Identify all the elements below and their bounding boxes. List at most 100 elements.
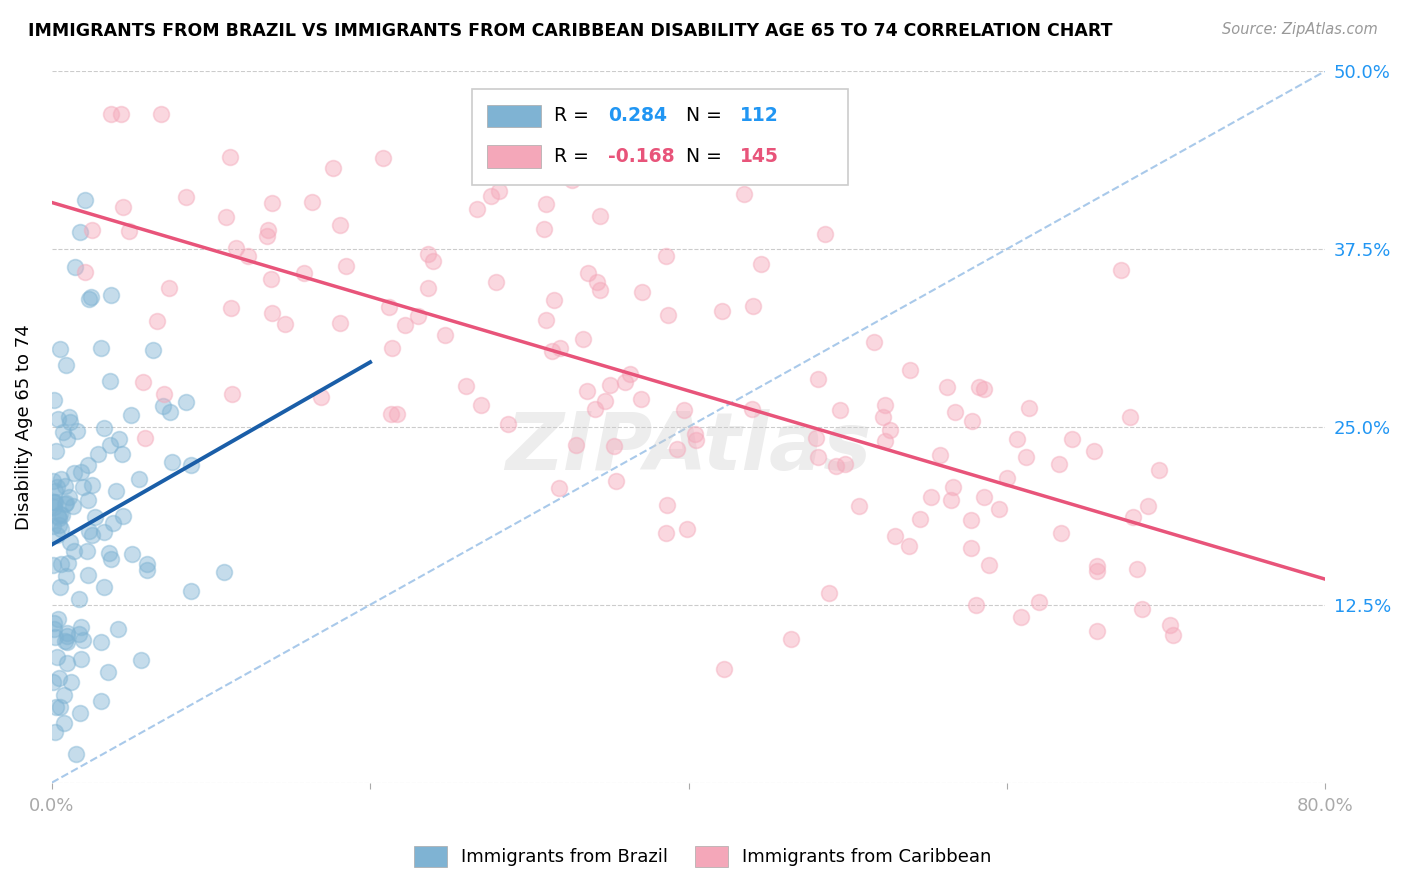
Point	[149, 107, 172, 121]
Point	[586, 276, 609, 290]
Point	[86, 447, 108, 461]
Text: N =: N =	[686, 106, 728, 126]
Point	[1147, 463, 1170, 477]
Point	[589, 284, 612, 298]
Point	[55, 568, 77, 582]
Point	[534, 312, 557, 326]
Point	[311, 390, 333, 404]
Point	[100, 552, 122, 566]
Point	[55, 496, 77, 510]
FancyBboxPatch shape	[472, 89, 848, 185]
Point	[42, 494, 65, 508]
Point	[1122, 510, 1144, 524]
Point	[920, 490, 942, 504]
Point	[630, 392, 652, 406]
Text: 145: 145	[740, 147, 779, 166]
Point	[533, 221, 555, 235]
Point	[936, 380, 959, 394]
Point	[48, 511, 70, 525]
Point	[212, 566, 235, 580]
Point	[56, 625, 79, 640]
Point	[260, 271, 283, 285]
Point	[666, 442, 689, 456]
Point	[561, 173, 583, 187]
Point	[146, 313, 169, 327]
Point	[60, 675, 83, 690]
Y-axis label: Disability Age 65 to 74: Disability Age 65 to 74	[15, 324, 32, 530]
Point	[741, 299, 763, 313]
Point	[45, 480, 67, 494]
Point	[44, 495, 66, 509]
Point	[225, 240, 247, 254]
Point	[541, 344, 564, 359]
Point	[97, 546, 120, 560]
Point	[257, 223, 280, 237]
Point	[108, 432, 131, 446]
Point	[100, 107, 122, 121]
Point	[56, 557, 79, 571]
Point	[631, 285, 654, 299]
Point	[180, 584, 202, 599]
Point	[100, 438, 122, 452]
Point	[960, 541, 983, 555]
Point	[1085, 564, 1108, 578]
Point	[97, 665, 120, 680]
Point	[53, 497, 76, 511]
Point	[804, 431, 827, 445]
Text: -0.168: -0.168	[609, 147, 675, 166]
Point	[1159, 617, 1181, 632]
Point	[215, 210, 238, 224]
Point	[260, 196, 283, 211]
Point	[70, 466, 93, 480]
Point	[683, 426, 706, 441]
Point	[387, 408, 409, 422]
Point	[160, 455, 183, 469]
Point	[576, 384, 599, 398]
Point	[219, 301, 242, 315]
Point	[1130, 601, 1153, 615]
Point	[77, 458, 100, 473]
Point	[62, 500, 84, 514]
Point	[995, 471, 1018, 485]
Point	[378, 300, 401, 314]
Point	[488, 184, 510, 198]
Point	[72, 480, 94, 494]
Point	[872, 409, 894, 424]
FancyBboxPatch shape	[488, 104, 541, 128]
Point	[44, 622, 66, 636]
Point	[121, 547, 143, 561]
Point	[49, 522, 72, 536]
Point	[1163, 628, 1185, 642]
Point	[1007, 432, 1029, 446]
Point	[564, 438, 586, 452]
Point	[301, 195, 323, 210]
Point	[416, 247, 439, 261]
Point	[49, 472, 72, 486]
Point	[939, 493, 962, 508]
Point	[422, 254, 444, 268]
Point	[1083, 443, 1105, 458]
Point	[807, 450, 830, 465]
Point	[52, 425, 75, 439]
Point	[153, 386, 176, 401]
Point	[44, 392, 66, 407]
Text: IMMIGRANTS FROM BRAZIL VS IMMIGRANTS FROM CARIBBEAN DISABILITY AGE 65 TO 74 CORR: IMMIGRANTS FROM BRAZIL VS IMMIGRANTS FRO…	[28, 22, 1112, 40]
Point	[848, 500, 870, 514]
Point	[943, 405, 966, 419]
Point	[42, 495, 65, 509]
Point	[884, 529, 907, 543]
Point	[979, 558, 1001, 572]
Point	[63, 260, 86, 274]
Point	[111, 509, 134, 524]
Point	[834, 457, 856, 471]
Point	[942, 480, 965, 494]
Point	[273, 317, 295, 331]
Point	[42, 474, 65, 488]
Point	[59, 535, 82, 549]
Point	[654, 249, 676, 263]
Point	[132, 375, 155, 389]
Point	[53, 634, 76, 648]
Point	[371, 151, 394, 165]
Point	[142, 343, 165, 357]
Point	[79, 290, 101, 304]
